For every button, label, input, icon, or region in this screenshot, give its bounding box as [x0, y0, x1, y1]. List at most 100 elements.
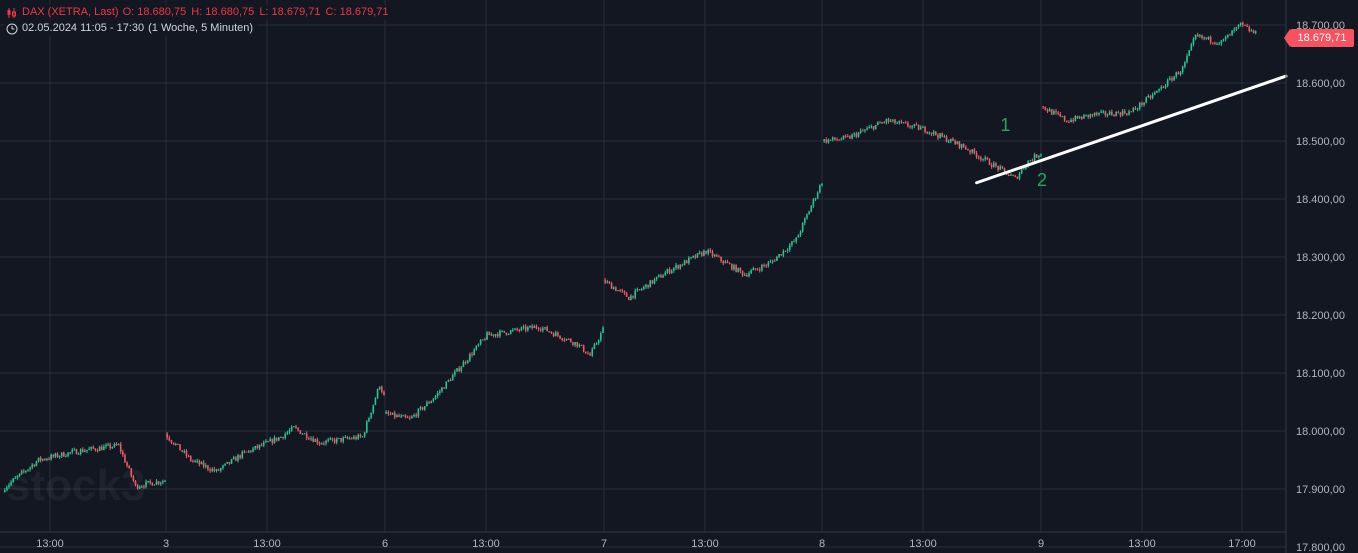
candle [703, 249, 705, 257]
candle [305, 431, 308, 441]
candle [1199, 33, 1201, 38]
candle [677, 264, 679, 270]
candle [930, 132, 933, 137]
candle [1085, 114, 1087, 117]
candle [907, 121, 909, 128]
candle [333, 437, 336, 445]
candle [1151, 92, 1154, 100]
candle [1162, 85, 1165, 89]
candle [1201, 34, 1203, 40]
candle [874, 124, 877, 130]
candle [1098, 112, 1100, 117]
candle [660, 273, 662, 278]
candle [1091, 113, 1094, 118]
candle [533, 324, 536, 329]
candle [325, 439, 327, 446]
candle [1111, 109, 1113, 116]
candle [816, 191, 819, 200]
candle [877, 121, 879, 126]
candle [1130, 111, 1132, 113]
trendline[interactable] [975, 74, 1288, 185]
candle [827, 138, 830, 144]
candle [842, 135, 845, 140]
candle [155, 479, 158, 486]
candle [692, 255, 694, 259]
candle [690, 256, 692, 260]
candle [423, 406, 426, 411]
candle [1106, 113, 1109, 118]
candle [707, 248, 710, 256]
candle [494, 333, 497, 338]
candle [507, 333, 510, 336]
candle [917, 124, 920, 131]
candle [675, 262, 677, 271]
candle [71, 447, 74, 455]
low-value: L: 18.679,71 [259, 6, 321, 18]
candle [750, 268, 752, 274]
clock-icon [6, 23, 18, 34]
candle [1196, 32, 1199, 37]
candle [615, 286, 617, 292]
x-tick-label: 13:00 [909, 538, 937, 550]
candle [466, 359, 469, 364]
candle [728, 262, 731, 265]
last-price-badge: 18.679,71 [1284, 29, 1354, 47]
candle [48, 456, 50, 461]
candle [237, 453, 239, 463]
candle [937, 133, 939, 141]
ohlc-values: O: 18.680,75 H: 18.680,75 L: 18.679,71 C… [123, 5, 391, 20]
candle [535, 324, 538, 330]
candle [980, 155, 982, 162]
candle [92, 445, 95, 450]
candle [353, 434, 355, 440]
candle [928, 131, 931, 135]
trendline-segment[interactable] [975, 74, 1288, 185]
candle [870, 124, 873, 129]
candle [25, 470, 27, 474]
candle [479, 339, 482, 346]
candle [284, 432, 287, 440]
candle [904, 120, 907, 124]
candle [518, 328, 521, 333]
candle [252, 446, 254, 453]
candle [1132, 106, 1135, 113]
candle [1055, 108, 1057, 115]
candle [204, 463, 207, 469]
candle [460, 365, 463, 373]
candle [143, 484, 145, 489]
candle [823, 139, 825, 143]
candle [855, 131, 858, 139]
candle [33, 464, 36, 468]
candle [737, 267, 740, 273]
candle [1033, 152, 1036, 163]
candle [739, 267, 742, 274]
candle [821, 182, 823, 187]
candle [950, 138, 952, 144]
candle [808, 210, 810, 215]
candle [196, 458, 199, 464]
candle [52, 453, 55, 459]
candle [1218, 41, 1221, 46]
candle [600, 331, 602, 343]
candle [741, 270, 744, 278]
candle [900, 119, 903, 124]
candle [200, 461, 203, 465]
candle [1203, 36, 1205, 41]
candle [441, 386, 443, 393]
candle [1089, 113, 1092, 119]
candle [941, 132, 944, 138]
candle [355, 435, 357, 441]
candle [1231, 30, 1233, 37]
candle [84, 448, 86, 453]
candle [363, 431, 366, 438]
candle [567, 338, 570, 340]
candle [202, 460, 205, 469]
candles [4, 21, 1257, 493]
candle [572, 341, 574, 347]
candle [1149, 94, 1152, 100]
candle [1239, 22, 1242, 27]
candle [170, 439, 173, 445]
price-axis[interactable]: 17.800,00 17.900,00 18.000,00 18.100,00 18.2… [1285, 0, 1345, 553]
time-axis[interactable]: 13:00 3 13:00 6 13:00 7 13:00 8 13:00 9 13:00 17:00 [0, 531, 1286, 550]
